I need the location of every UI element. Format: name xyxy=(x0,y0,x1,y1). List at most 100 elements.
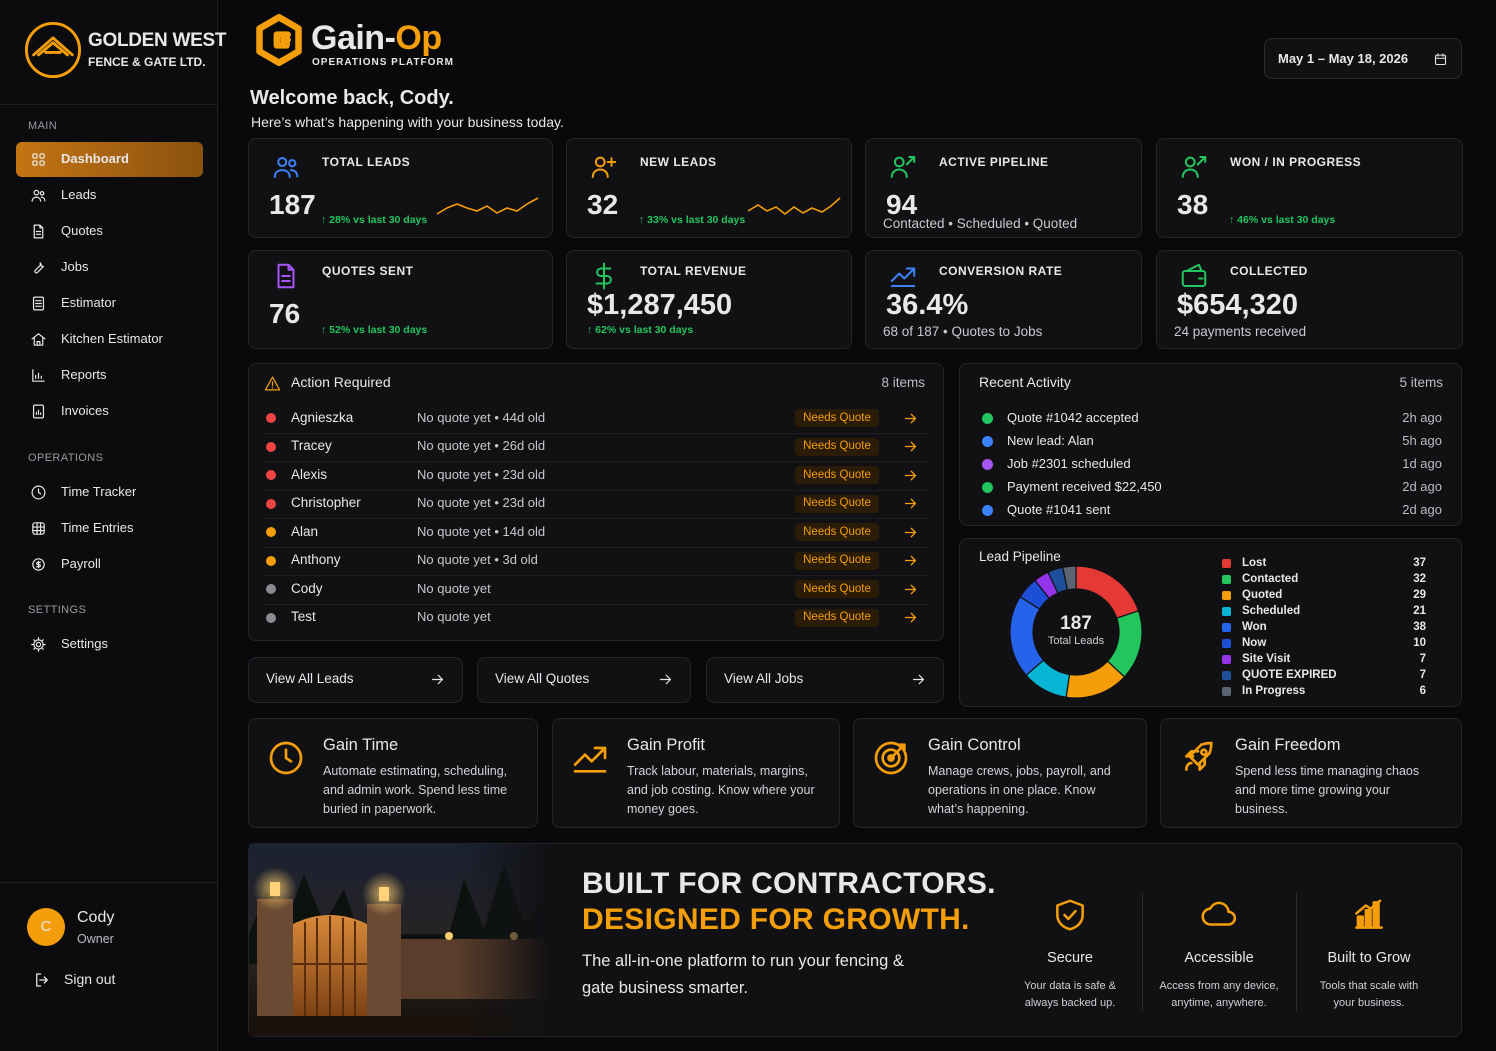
pillar-title: Secure xyxy=(1047,950,1093,966)
row-arrow[interactable] xyxy=(902,581,919,598)
legend-label: Scheduled xyxy=(1242,604,1301,617)
kpi-icon xyxy=(273,157,299,178)
badge-text: Needs Quote xyxy=(803,411,871,424)
kpi-label: TOTAL REVENUE xyxy=(640,263,747,278)
nav-item[interactable]: Kitchen Estimator xyxy=(61,330,163,346)
row-divider xyxy=(262,432,930,434)
button-arrow xyxy=(659,674,671,684)
path-shape xyxy=(277,263,295,289)
app-tagline: OPERATIONS PLATFORM xyxy=(312,56,454,68)
button-arrow xyxy=(912,674,924,684)
nav-item[interactable]: Jobs xyxy=(61,258,89,274)
badge-text: Needs Quote xyxy=(803,554,871,567)
circle-shape xyxy=(277,157,288,168)
path-shape xyxy=(1181,156,1207,178)
path-shape xyxy=(36,973,48,987)
path-shape xyxy=(33,261,44,273)
nav-item[interactable]: Reports xyxy=(61,366,107,382)
badge-text: Needs Quote xyxy=(803,582,871,595)
nav-icon xyxy=(31,152,45,166)
lead-detail: No quote yet • 23d old xyxy=(417,466,546,482)
activity-time: 2h ago xyxy=(1402,409,1442,425)
nav-item[interactable]: Payroll xyxy=(61,555,101,571)
kpi-label: COLLECTED xyxy=(1230,263,1308,278)
sign-out[interactable]: Sign out xyxy=(64,971,116,988)
row-arrow[interactable] xyxy=(902,524,919,541)
path-shape xyxy=(1355,899,1382,915)
nav-item[interactable]: Estimator xyxy=(61,294,116,310)
path-shape xyxy=(431,674,443,684)
kpi-card xyxy=(566,138,852,238)
row-arrow[interactable] xyxy=(902,410,919,427)
kpi-caption: 24 payments received xyxy=(1174,323,1307,339)
feature-text: Manage crews, jobs, payroll, and operati… xyxy=(928,764,1111,817)
row-arrow[interactable] xyxy=(902,467,919,484)
path-shape xyxy=(573,746,607,773)
path-shape xyxy=(264,375,280,391)
nav-item[interactable]: Leads xyxy=(61,186,97,202)
kpi-value: 187 xyxy=(269,188,316,220)
nav-icon xyxy=(31,332,45,346)
row-arrow[interactable] xyxy=(902,609,919,626)
rect-shape xyxy=(32,296,44,310)
nav-item[interactable]: Time Entries xyxy=(61,519,134,535)
button-label[interactable]: View All Jobs xyxy=(724,670,804,686)
app-name-accent: Op xyxy=(395,18,442,57)
app-logo xyxy=(256,14,302,66)
kpi-card xyxy=(865,138,1142,238)
row-arrow[interactable] xyxy=(902,438,919,455)
nav-item[interactable]: Invoices xyxy=(61,402,109,418)
activity-card xyxy=(959,363,1462,526)
circle-shape xyxy=(893,156,905,168)
pillar-icon xyxy=(1355,899,1383,929)
path-shape xyxy=(904,441,916,452)
lead-name: Tracey xyxy=(291,438,332,454)
user-role: Owner xyxy=(77,932,114,947)
nav-item[interactable]: Time Tracker xyxy=(61,483,137,499)
date-picker[interactable] xyxy=(1264,38,1462,79)
nav-active-bg[interactable] xyxy=(16,142,203,177)
path-shape xyxy=(904,527,916,537)
action-title: Action Required xyxy=(291,374,391,391)
banner-image xyxy=(249,844,549,1036)
badge xyxy=(795,494,879,513)
legend-swatch xyxy=(1222,558,1231,568)
kpi-label: QUOTES SENT xyxy=(322,263,414,278)
rect-shape xyxy=(32,404,44,418)
rect-shape xyxy=(38,152,45,159)
path-shape xyxy=(37,487,41,495)
nav-icon xyxy=(33,224,43,238)
nav-icon xyxy=(33,261,44,273)
button[interactable] xyxy=(477,657,691,703)
activity-text: Payment received $22,450 xyxy=(1007,478,1162,494)
banner-divider xyxy=(1296,893,1297,1011)
nav-item[interactable]: Quotes xyxy=(61,222,103,238)
path-shape xyxy=(273,169,291,178)
kpi-caption: Contacted • Scheduled • Quoted xyxy=(883,215,1078,231)
activity-dot xyxy=(982,504,993,516)
button-label[interactable]: View All Leads xyxy=(266,670,354,686)
activity-text: Quote #1042 accepted xyxy=(1007,409,1139,425)
kpi-value: 36.4% xyxy=(886,289,969,322)
lead-detail: No quote yet xyxy=(417,580,491,596)
button-label[interactable]: View All Quotes xyxy=(495,670,590,686)
row-arrow[interactable] xyxy=(902,552,919,569)
rect-shape xyxy=(1181,270,1207,287)
row-arrow[interactable] xyxy=(902,495,919,512)
path-shape xyxy=(33,224,43,238)
button[interactable] xyxy=(706,657,944,703)
badge xyxy=(795,551,879,570)
nav-item[interactable]: Settings xyxy=(61,635,108,651)
kpi-icon xyxy=(591,156,617,178)
circle-shape xyxy=(594,156,606,168)
company-logo xyxy=(24,21,82,79)
circle-shape xyxy=(31,557,45,571)
banner-headline: BUILT FOR CONTRACTORS. xyxy=(582,867,996,901)
path-shape xyxy=(256,14,302,66)
nav-item[interactable]: Dashboard xyxy=(61,150,129,166)
path-shape xyxy=(40,196,45,201)
button[interactable] xyxy=(248,657,463,703)
row-divider xyxy=(262,546,930,548)
pillar-title: Accessible xyxy=(1184,950,1254,966)
kpi-value: 38 xyxy=(1177,188,1209,220)
